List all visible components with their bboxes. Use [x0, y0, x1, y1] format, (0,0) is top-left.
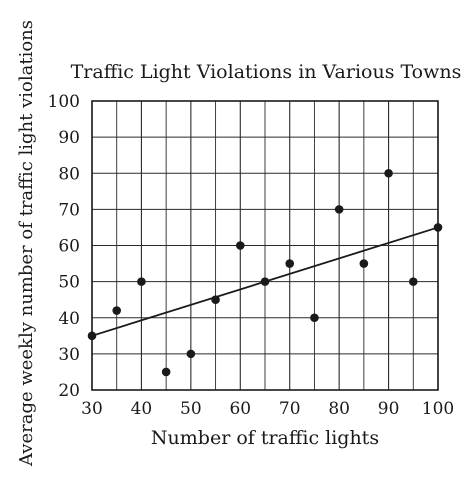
- data-point: [285, 259, 295, 268]
- data-point: [186, 349, 196, 359]
- x-axis-label: Number of traffic lights: [151, 427, 379, 449]
- x-tick-label: 80: [328, 399, 350, 419]
- y-tick-labels: 20 30 40 50 60 70 80 90 100: [48, 92, 80, 401]
- data-point: [112, 306, 122, 315]
- y-tick-label: 30: [58, 345, 80, 365]
- y-tick-label: 50: [58, 273, 80, 293]
- y-tick-label: 40: [58, 309, 80, 329]
- data-points: [87, 168, 443, 377]
- x-tick-labels: 30 40 50 60 70 80 90 100: [81, 399, 454, 419]
- y-tick-label: 70: [58, 200, 80, 220]
- x-tick-label: 50: [180, 399, 202, 419]
- data-point: [334, 205, 344, 214]
- x-tick-label: 90: [378, 399, 400, 419]
- data-point: [408, 277, 418, 286]
- y-tick-label: 20: [58, 381, 80, 401]
- x-tick-label: 60: [229, 399, 251, 419]
- data-point: [384, 168, 393, 178]
- data-point: [260, 277, 270, 286]
- y-axis-label: Average weekly number of traffic light v…: [16, 20, 37, 467]
- x-tick-label: 100: [422, 399, 454, 419]
- y-tick-label: 80: [58, 164, 80, 184]
- data-point: [433, 223, 443, 232]
- x-tick-label: 70: [279, 399, 301, 419]
- data-point: [87, 331, 97, 341]
- y-tick-label: 90: [58, 128, 80, 148]
- plot-frame: [91, 100, 439, 391]
- data-point: [310, 313, 319, 323]
- y-tick-label: 100: [48, 92, 80, 112]
- x-tick-label: 40: [131, 399, 153, 419]
- data-point: [235, 241, 245, 250]
- chart-title: Traffic Light Violations in Various Town…: [71, 61, 462, 83]
- y-tick-label: 60: [58, 237, 80, 257]
- data-point: [359, 259, 369, 268]
- data-point: [211, 295, 220, 304]
- data-point: [161, 367, 171, 377]
- x-tick-label: 30: [81, 399, 103, 419]
- data-point: [137, 277, 146, 286]
- grid-lines: [91, 100, 439, 391]
